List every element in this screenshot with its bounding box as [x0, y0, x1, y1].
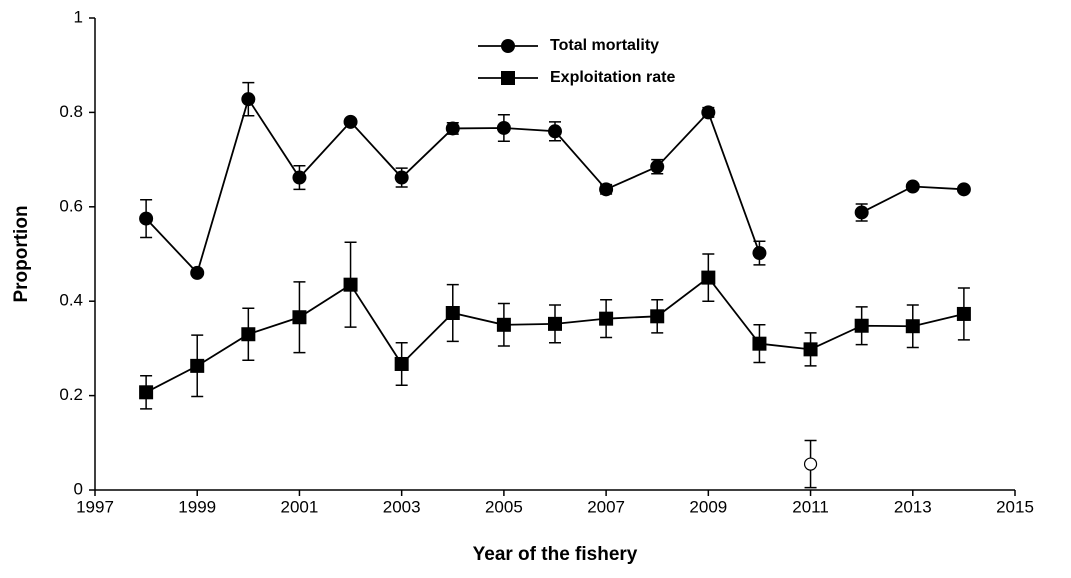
legend-label: Total mortality — [550, 37, 659, 54]
data-point — [241, 92, 256, 107]
x-axis-label: Year of the fishery — [473, 544, 638, 565]
data-point — [496, 317, 511, 332]
data-point — [343, 114, 358, 129]
y-axis-label: Proportion — [11, 205, 32, 302]
data-point — [701, 105, 716, 120]
data-point — [292, 310, 307, 325]
x-tick-label: 2013 — [894, 497, 932, 516]
data-point — [394, 356, 409, 371]
data-point — [139, 385, 154, 400]
data-point — [956, 306, 971, 321]
data-point — [241, 327, 256, 342]
data-point — [599, 311, 614, 326]
data-point — [701, 270, 716, 285]
y-tick-label: 1 — [74, 7, 83, 26]
data-point — [548, 316, 562, 331]
data-point — [190, 358, 205, 373]
x-tick-label: 2009 — [689, 497, 727, 516]
data-point — [548, 124, 562, 139]
x-tick-label: 2003 — [383, 497, 421, 516]
data-point — [854, 205, 869, 220]
data-point — [905, 319, 920, 334]
data-point — [854, 318, 869, 333]
data-point — [650, 309, 665, 324]
y-tick-label: 0.6 — [59, 196, 83, 215]
y-tick-label: 0.8 — [59, 102, 83, 121]
data-point — [956, 182, 971, 197]
data-point — [445, 306, 460, 320]
x-tick-label: 2011 — [792, 497, 829, 516]
data-point — [343, 277, 358, 292]
data-point — [445, 121, 460, 136]
data-point — [599, 182, 614, 197]
x-tick-label: 2005 — [485, 497, 523, 516]
data-point — [905, 179, 920, 194]
y-tick-label: 0 — [74, 479, 83, 498]
legend-marker — [501, 39, 515, 53]
x-tick-label: 2007 — [587, 497, 625, 516]
data-point — [292, 170, 307, 185]
data-point — [496, 120, 511, 135]
x-tick-label: 1999 — [178, 497, 216, 516]
data-point — [650, 159, 665, 174]
data-point — [394, 170, 409, 185]
x-tick-label: 2001 — [281, 497, 319, 516]
data-point — [752, 336, 767, 351]
data-point — [803, 342, 818, 357]
data-point — [139, 211, 154, 226]
legend-marker — [501, 71, 515, 85]
extra-point — [803, 457, 818, 471]
data-point — [752, 246, 767, 261]
y-tick-label: 0.2 — [59, 385, 83, 404]
x-tick-label: 2015 — [996, 497, 1034, 516]
legend-label: Exploitation rate — [550, 69, 675, 86]
x-tick-label: 1997 — [76, 497, 114, 516]
y-tick-label: 0.4 — [59, 291, 83, 310]
data-point — [190, 265, 205, 280]
